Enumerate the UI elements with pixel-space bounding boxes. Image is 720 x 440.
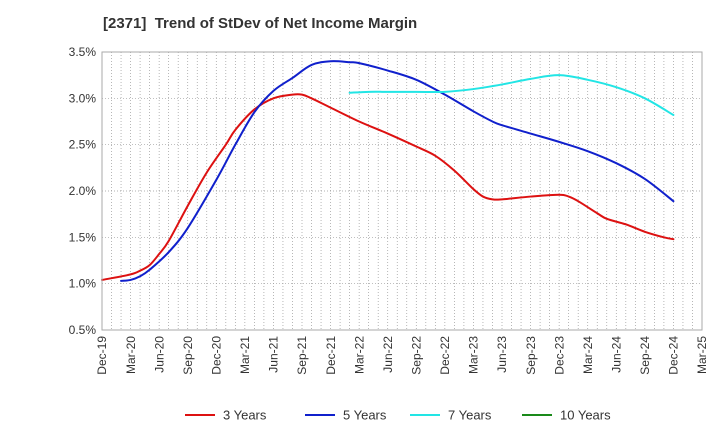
x-tick-label: Dec-22 [438, 336, 452, 375]
x-tick-label: Mar-23 [467, 336, 481, 374]
chart-title: [2371] Trend of StDev of Net Income Marg… [103, 15, 418, 32]
series-line-5-years [120, 60, 675, 282]
x-tick-label: Sep-20 [181, 336, 195, 375]
x-tick-label: Jun-23 [495, 336, 509, 373]
y-tick-label: 2.5% [69, 138, 97, 152]
x-tick-label: Dec-19 [95, 336, 109, 375]
x-tick-label: Mar-22 [352, 336, 366, 374]
legend-label-10-years: 10 Years [560, 408, 611, 423]
x-tick-label: Sep-24 [638, 336, 652, 375]
x-tick-label: Mar-24 [581, 336, 595, 374]
x-tick-label: Jun-20 [152, 336, 166, 373]
x-tick-label: Mar-20 [124, 336, 138, 374]
legend-label-7-years: 7 Years [448, 408, 492, 423]
x-tick-label: Mar-21 [238, 336, 252, 374]
x-tick-label: Jun-24 [609, 336, 623, 373]
series-line-7-years [348, 74, 675, 117]
axes: 0.5% 1.0% 1.5% 2.0% 2.5% 3.0% 3.5% Dec-19 Mar-20… [69, 45, 710, 375]
y-tick-label: 2.0% [69, 184, 97, 198]
y-tick-label: 3.5% [69, 45, 97, 59]
x-tick-label: Dec-24 [667, 336, 681, 375]
grid [101, 51, 703, 331]
y-tick-label: 1.0% [69, 277, 97, 291]
x-tick-label: Sep-21 [295, 336, 309, 375]
x-tick-label: Dec-20 [209, 336, 223, 375]
legend-label-5-years: 5 Years [343, 408, 387, 423]
y-tick-label: 3.0% [69, 91, 97, 105]
x-tick-label: Sep-23 [524, 336, 538, 375]
plot-frame [101, 51, 703, 331]
series-line-3-years [101, 93, 675, 281]
x-tick-label: Dec-21 [324, 336, 338, 375]
y-tick-label: 0.5% [69, 323, 97, 337]
x-tick-label: Mar-25 [695, 336, 709, 374]
y-tick-label: 1.5% [69, 230, 97, 244]
x-tick-label: Jun-22 [381, 336, 395, 373]
legend: 3 Years 5 Years 7 Years 10 Years [185, 408, 611, 423]
x-tick-label: Sep-22 [409, 336, 423, 375]
legend-label-3-years: 3 Years [223, 408, 267, 423]
x-tick-label: Dec-23 [552, 336, 566, 375]
series-lines [101, 60, 675, 282]
x-tick-label: Jun-21 [267, 336, 281, 373]
